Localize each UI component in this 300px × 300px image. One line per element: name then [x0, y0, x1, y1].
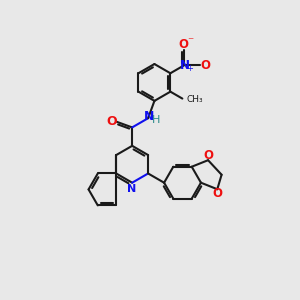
- Text: O: O: [203, 149, 213, 162]
- Text: ⁻: ⁻: [188, 35, 194, 48]
- Text: O: O: [212, 188, 222, 200]
- Text: O: O: [106, 115, 116, 128]
- Text: N: N: [127, 184, 136, 194]
- Text: H: H: [152, 115, 160, 125]
- Text: CH₃: CH₃: [187, 95, 203, 104]
- Text: O: O: [178, 38, 188, 51]
- Text: N: N: [180, 59, 190, 72]
- Text: O: O: [200, 59, 210, 72]
- Text: N: N: [144, 110, 154, 123]
- Text: +: +: [186, 64, 193, 74]
